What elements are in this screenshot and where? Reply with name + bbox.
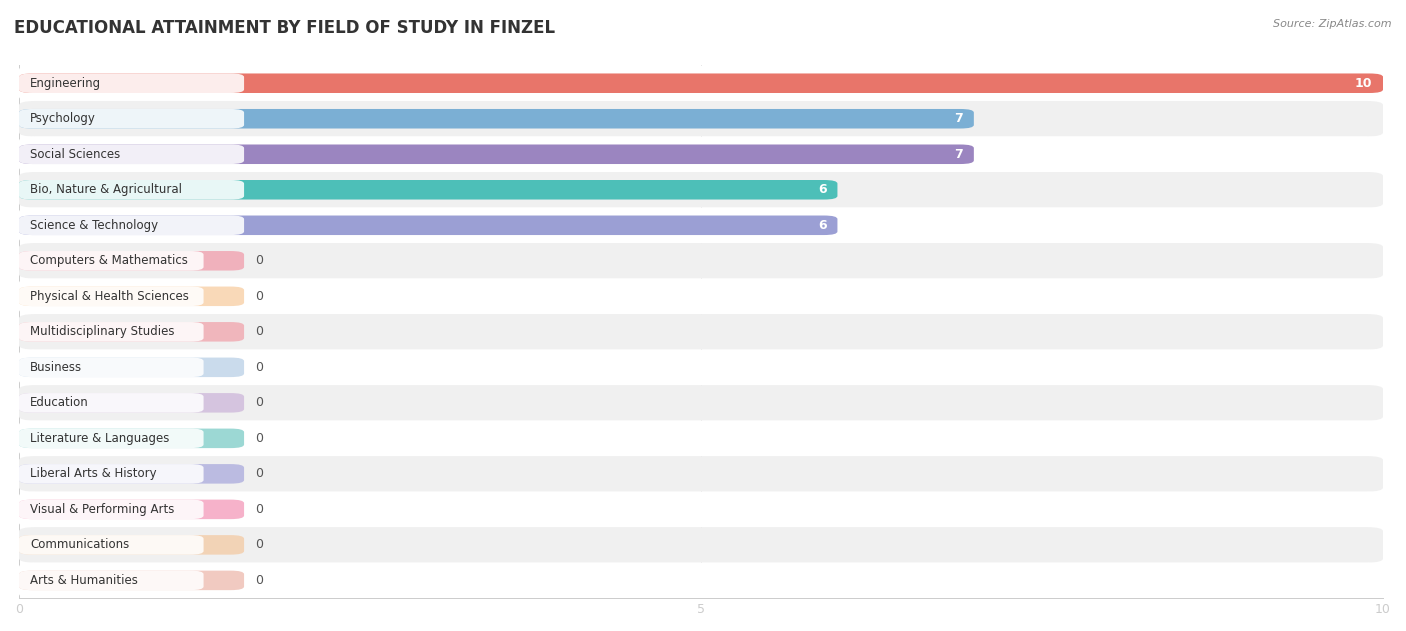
Text: 6: 6 <box>818 183 827 196</box>
Text: EDUCATIONAL ATTAINMENT BY FIELD OF STUDY IN FINZEL: EDUCATIONAL ATTAINMENT BY FIELD OF STUDY… <box>14 19 555 37</box>
Text: 0: 0 <box>254 574 263 587</box>
FancyBboxPatch shape <box>20 251 245 271</box>
FancyBboxPatch shape <box>20 428 204 448</box>
FancyBboxPatch shape <box>20 563 1384 598</box>
FancyBboxPatch shape <box>20 216 838 235</box>
FancyBboxPatch shape <box>20 527 1384 563</box>
FancyBboxPatch shape <box>20 66 1384 101</box>
FancyBboxPatch shape <box>20 144 974 164</box>
FancyBboxPatch shape <box>20 500 245 519</box>
FancyBboxPatch shape <box>20 393 245 413</box>
FancyBboxPatch shape <box>20 421 1384 456</box>
FancyBboxPatch shape <box>20 570 245 590</box>
FancyBboxPatch shape <box>20 251 204 271</box>
FancyBboxPatch shape <box>20 535 245 555</box>
Text: 10: 10 <box>1354 77 1372 90</box>
FancyBboxPatch shape <box>20 243 1384 278</box>
Text: Business: Business <box>30 361 82 374</box>
FancyBboxPatch shape <box>20 322 204 341</box>
Text: Social Sciences: Social Sciences <box>30 148 120 161</box>
FancyBboxPatch shape <box>20 278 1384 314</box>
Text: 0: 0 <box>254 503 263 516</box>
Text: Computers & Mathematics: Computers & Mathematics <box>30 254 188 268</box>
FancyBboxPatch shape <box>20 109 974 129</box>
Text: 0: 0 <box>254 468 263 480</box>
Text: 0: 0 <box>254 432 263 445</box>
Text: 0: 0 <box>254 396 263 410</box>
Text: Science & Technology: Science & Technology <box>30 219 157 232</box>
FancyBboxPatch shape <box>20 385 1384 421</box>
Text: 0: 0 <box>254 361 263 374</box>
FancyBboxPatch shape <box>20 286 245 306</box>
FancyBboxPatch shape <box>20 136 1384 172</box>
FancyBboxPatch shape <box>20 570 204 590</box>
FancyBboxPatch shape <box>20 464 204 483</box>
Text: Physical & Health Sciences: Physical & Health Sciences <box>30 290 188 303</box>
Text: Communications: Communications <box>30 538 129 551</box>
Text: 0: 0 <box>254 290 263 303</box>
FancyBboxPatch shape <box>20 180 838 199</box>
FancyBboxPatch shape <box>20 350 1384 385</box>
Text: Multidisciplinary Studies: Multidisciplinary Studies <box>30 326 174 338</box>
FancyBboxPatch shape <box>20 216 245 235</box>
FancyBboxPatch shape <box>20 286 204 306</box>
FancyBboxPatch shape <box>20 172 1384 208</box>
Text: Psychology: Psychology <box>30 112 96 125</box>
FancyBboxPatch shape <box>20 101 1384 136</box>
FancyBboxPatch shape <box>20 358 204 377</box>
Text: 0: 0 <box>254 538 263 551</box>
FancyBboxPatch shape <box>20 393 204 413</box>
FancyBboxPatch shape <box>20 144 245 164</box>
Text: Source: ZipAtlas.com: Source: ZipAtlas.com <box>1274 19 1392 29</box>
Text: 0: 0 <box>254 326 263 338</box>
Text: Bio, Nature & Agricultural: Bio, Nature & Agricultural <box>30 183 181 196</box>
Text: Arts & Humanities: Arts & Humanities <box>30 574 138 587</box>
FancyBboxPatch shape <box>20 428 245 448</box>
FancyBboxPatch shape <box>20 535 204 555</box>
Text: 6: 6 <box>818 219 827 232</box>
Text: Visual & Performing Arts: Visual & Performing Arts <box>30 503 174 516</box>
FancyBboxPatch shape <box>20 322 245 341</box>
FancyBboxPatch shape <box>20 492 1384 527</box>
Text: Education: Education <box>30 396 89 410</box>
FancyBboxPatch shape <box>20 73 245 93</box>
Text: 0: 0 <box>254 254 263 268</box>
FancyBboxPatch shape <box>20 109 245 129</box>
FancyBboxPatch shape <box>20 208 1384 243</box>
FancyBboxPatch shape <box>20 314 1384 350</box>
FancyBboxPatch shape <box>20 500 204 519</box>
FancyBboxPatch shape <box>20 358 245 377</box>
FancyBboxPatch shape <box>20 73 1384 93</box>
Text: 7: 7 <box>955 112 963 125</box>
FancyBboxPatch shape <box>20 456 1384 492</box>
Text: Engineering: Engineering <box>30 77 101 90</box>
Text: 7: 7 <box>955 148 963 161</box>
Text: Liberal Arts & History: Liberal Arts & History <box>30 468 156 480</box>
FancyBboxPatch shape <box>20 180 245 199</box>
Text: Literature & Languages: Literature & Languages <box>30 432 169 445</box>
FancyBboxPatch shape <box>20 464 245 483</box>
